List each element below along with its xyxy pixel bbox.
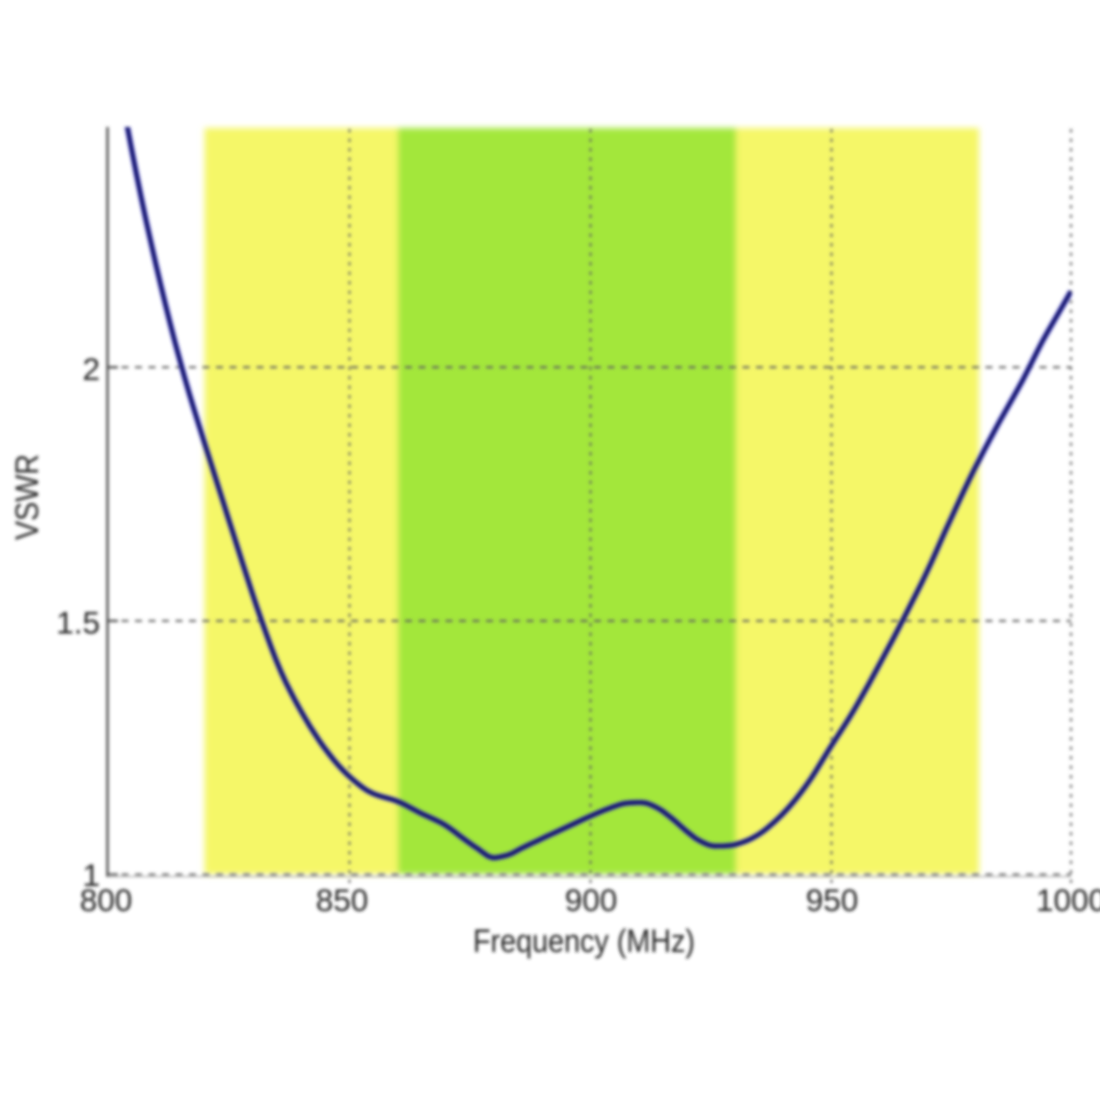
svg-text:1.5: 1.5 — [56, 605, 100, 641]
svg-text:VSWR: VSWR — [9, 454, 45, 540]
svg-text:Frequency (MHz): Frequency (MHz) — [473, 923, 695, 959]
svg-text:800: 800 — [80, 882, 133, 918]
svg-text:1: 1 — [82, 857, 100, 893]
svg-text:2: 2 — [82, 351, 100, 387]
svg-text:850: 850 — [316, 882, 369, 918]
svg-text:1000: 1000 — [1036, 882, 1100, 918]
svg-text:950: 950 — [806, 882, 859, 918]
svg-text:900: 900 — [565, 882, 618, 918]
